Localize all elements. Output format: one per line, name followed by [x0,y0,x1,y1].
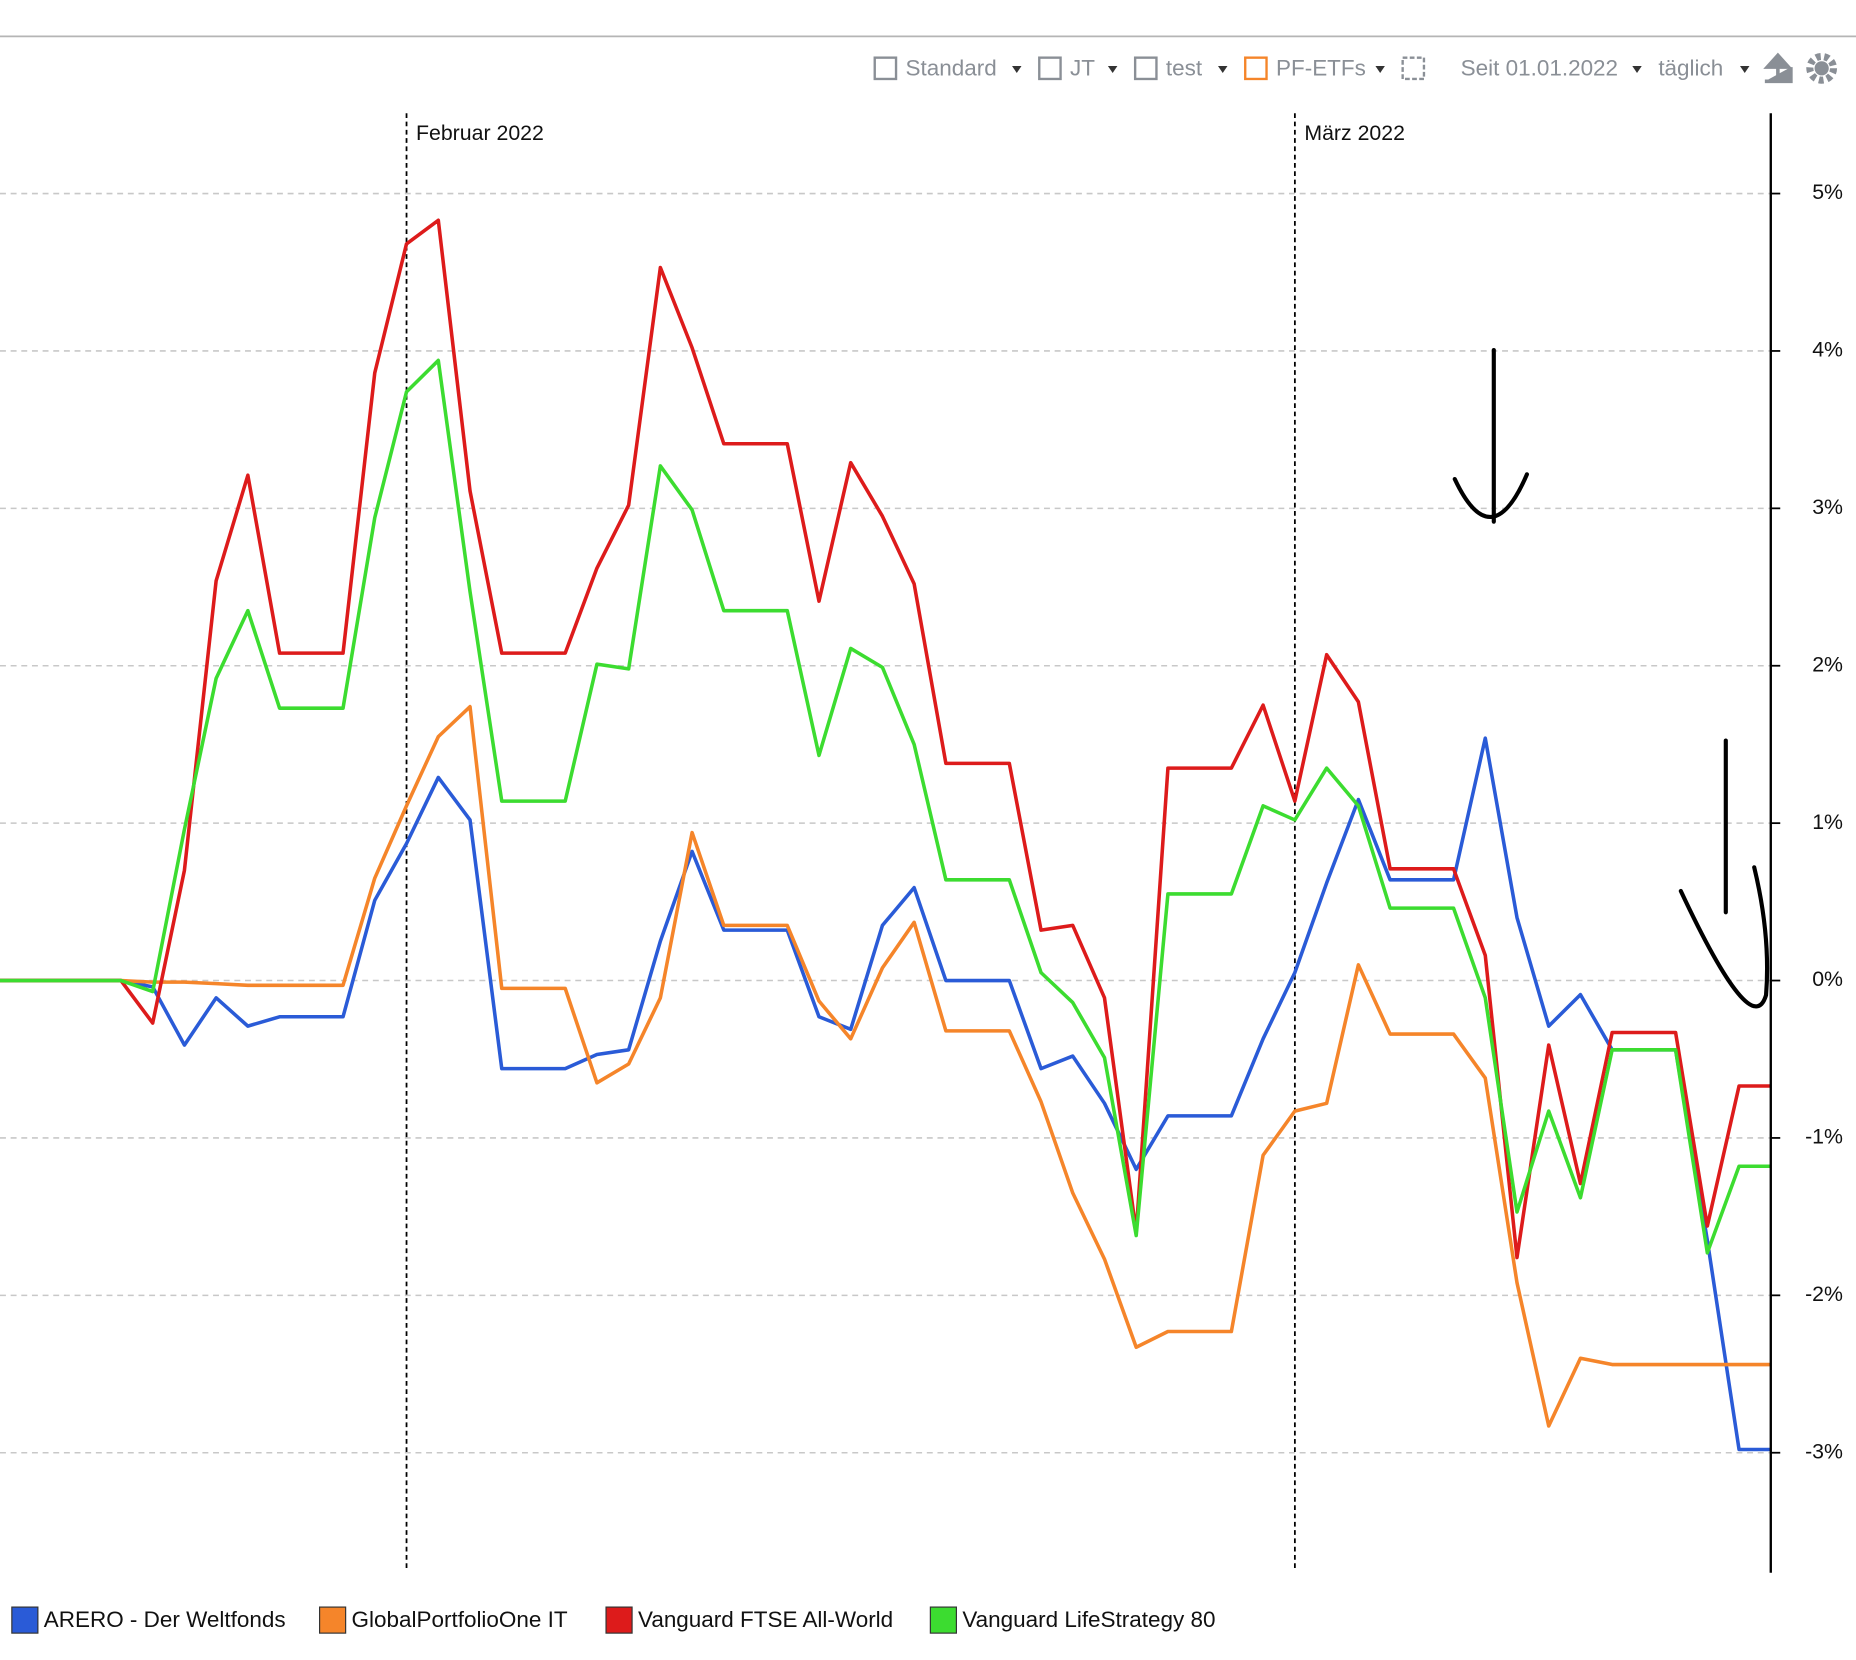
view-button[interactable]: Standard [906,55,997,80]
dropdown-arrow[interactable] [1012,65,1022,74]
settings-icon-core[interactable] [1814,61,1829,76]
toolbar: Standard JT test PF-ETFs Seit 01.01.2022… [873,52,1838,84]
settings-icon[interactable] [1806,52,1838,84]
legend-label: GlobalPortfolioOne IT [352,1607,568,1632]
annotation-arrow [1452,472,1530,519]
legend-label: Vanguard FTSE All-World [638,1607,893,1632]
x-tick-label: Februar 2022 [416,121,544,145]
legend-swatch [319,1606,347,1634]
hand-drawn-annotation [1452,347,1770,1009]
y-tick-label: 2% [1812,652,1843,676]
y-tick-label: 4% [1812,338,1843,362]
y-tick-label: -3% [1805,1439,1843,1463]
legend-swatch [11,1606,39,1634]
dropdown-arrow[interactable] [1632,65,1642,74]
legend-swatch [605,1606,633,1634]
view-button[interactable]: PF-ETFs [1276,55,1366,80]
view-icon[interactable] [1038,56,1062,81]
series-line [0,358,1771,1255]
legend-swatch [929,1606,957,1634]
series-line [0,218,1771,1260]
y-tick-label: -2% [1805,1282,1843,1306]
period-select[interactable]: Seit 01.01.2022 [1461,55,1618,80]
view-icon[interactable] [873,56,898,81]
legend: ARERO - Der Weltfonds GlobalPortfolioOne … [11,1606,1215,1634]
x-tick-label: März 2022 [1304,121,1405,145]
interval-select[interactable]: täglich [1658,55,1723,80]
plot-area: -3% -2% -1% 0% 1% 2% 3% 4% 5% Februar 2022 März 20… [0,113,1843,1570]
series-line [0,704,1771,1428]
dropdown-arrow[interactable] [1375,65,1385,74]
y-tick-label: 5% [1812,180,1843,204]
dropdown-arrow[interactable] [1740,65,1750,74]
annotation-arrow [1678,865,1770,1009]
y-tick-label: 1% [1812,810,1843,834]
view-icon[interactable] [1133,56,1158,81]
export-icon[interactable] [1763,52,1793,84]
y-tick-label: -1% [1805,1125,1843,1149]
view-button[interactable]: JT [1070,55,1095,80]
series-line [0,736,1771,1452]
dropdown-arrow[interactable] [1107,65,1118,74]
y-tick-label: 3% [1812,495,1843,519]
y-tick-label: 0% [1812,967,1843,991]
view-button[interactable]: test [1166,55,1203,80]
dropdown-arrow[interactable] [1218,65,1228,74]
legend-label: ARERO - Der Weltfonds [44,1607,286,1632]
view-icon[interactable] [1244,56,1268,81]
add-view-icon[interactable] [1401,56,1426,81]
legend-label: Vanguard LifeStrategy 80 [962,1607,1215,1632]
